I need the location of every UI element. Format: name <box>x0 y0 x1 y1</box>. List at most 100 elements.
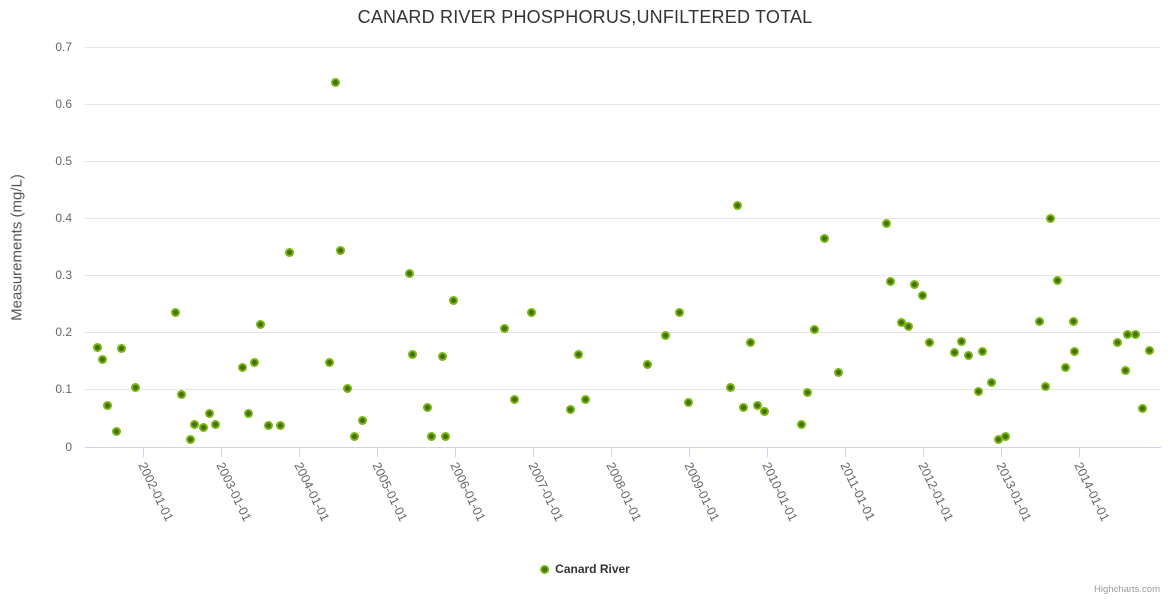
data-point[interactable] <box>580 394 590 404</box>
data-point[interactable] <box>674 307 684 317</box>
data-point[interactable] <box>809 325 819 334</box>
data-point[interactable] <box>986 378 996 388</box>
data-point[interactable] <box>500 324 510 334</box>
data-point[interactable] <box>752 400 762 410</box>
data-point[interactable] <box>973 386 983 396</box>
data-point[interactable] <box>994 434 1004 444</box>
x-tick-label: 2002-01-01 <box>134 459 176 524</box>
data-point[interactable] <box>909 280 919 290</box>
data-point[interactable] <box>1137 404 1147 414</box>
data-point[interactable] <box>1045 214 1055 224</box>
data-point[interactable] <box>964 351 974 361</box>
data-point[interactable] <box>92 343 102 353</box>
data-point[interactable] <box>1061 363 1071 373</box>
x-axis-tick <box>767 446 769 457</box>
data-point[interactable] <box>325 357 335 367</box>
data-point[interactable] <box>1130 330 1140 340</box>
data-point[interactable] <box>565 404 575 414</box>
legend-marker-icon <box>540 564 550 574</box>
data-point[interactable] <box>336 246 346 256</box>
data-point[interactable] <box>249 357 259 367</box>
data-point[interactable] <box>917 291 927 301</box>
data-point[interactable] <box>97 354 107 364</box>
data-point[interactable] <box>284 247 294 257</box>
data-point[interactable] <box>170 307 180 317</box>
data-point[interactable] <box>256 319 266 329</box>
data-point[interactable] <box>131 383 141 393</box>
x-tick-label: 2009-01-01 <box>680 459 722 524</box>
data-point[interactable] <box>660 330 670 340</box>
data-point[interactable] <box>509 394 519 404</box>
credits-link[interactable]: Highcharts.com <box>1094 584 1160 595</box>
data-point[interactable] <box>738 402 748 412</box>
y-tick-label: 0.7 <box>55 40 72 54</box>
data-point[interactable] <box>349 431 359 441</box>
data-point[interactable] <box>796 420 806 430</box>
legend-item-canard-river[interactable]: Canard River <box>540 562 630 576</box>
data-point[interactable] <box>726 383 736 393</box>
data-point[interactable] <box>834 367 844 377</box>
data-point[interactable] <box>732 201 742 211</box>
data-point[interactable] <box>177 390 187 400</box>
data-point[interactable] <box>573 350 583 360</box>
data-point[interactable] <box>422 403 432 413</box>
x-axis-line <box>85 446 1161 448</box>
data-point[interactable] <box>343 384 353 394</box>
data-point[interactable] <box>199 423 209 433</box>
data-point[interactable] <box>978 346 988 356</box>
data-point[interactable] <box>1034 317 1044 326</box>
data-point[interactable] <box>244 408 254 418</box>
data-point[interactable] <box>904 321 914 331</box>
y-axis-title: Measurements (mg/L) <box>8 174 26 321</box>
data-point[interactable] <box>117 344 127 354</box>
data-point[interactable] <box>449 296 459 306</box>
data-point[interactable] <box>924 338 934 348</box>
data-point[interactable] <box>1052 276 1062 286</box>
data-point[interactable] <box>238 362 248 372</box>
data-point[interactable] <box>1112 338 1122 348</box>
data-point[interactable] <box>185 434 195 444</box>
data-point[interactable] <box>112 426 122 436</box>
data-point[interactable] <box>1144 346 1154 356</box>
data-point[interactable] <box>1070 347 1080 357</box>
x-axis-tick <box>377 446 379 457</box>
data-point[interactable] <box>330 78 340 88</box>
data-point[interactable] <box>210 419 220 429</box>
x-axis-tick <box>221 446 223 457</box>
data-point[interactable] <box>437 351 447 361</box>
data-point[interactable] <box>683 398 693 408</box>
data-point[interactable] <box>1122 329 1132 339</box>
data-point[interactable] <box>1121 365 1131 375</box>
data-point[interactable] <box>802 387 812 397</box>
legend-label: Canard River <box>555 562 630 576</box>
data-point[interactable] <box>103 401 113 411</box>
data-point[interactable] <box>263 421 273 431</box>
data-point[interactable] <box>205 408 215 418</box>
data-point[interactable] <box>1001 431 1011 441</box>
y-tick-label: 0.5 <box>55 154 72 169</box>
data-point[interactable] <box>820 234 830 244</box>
data-point[interactable] <box>759 407 769 417</box>
data-point[interactable] <box>745 338 755 348</box>
data-point[interactable] <box>642 360 652 370</box>
data-point[interactable] <box>426 432 436 442</box>
data-point[interactable] <box>1040 382 1050 392</box>
data-point[interactable] <box>358 415 368 425</box>
data-point[interactable] <box>526 308 536 318</box>
data-point[interactable] <box>882 219 892 229</box>
x-axis-tick <box>845 446 847 457</box>
data-point[interactable] <box>886 277 896 287</box>
x-tick-label: 2004-01-01 <box>290 459 332 524</box>
data-point[interactable] <box>405 268 415 278</box>
data-point[interactable] <box>896 318 906 328</box>
data-point[interactable] <box>956 336 966 346</box>
data-point[interactable] <box>275 421 285 431</box>
data-point[interactable] <box>1068 317 1078 326</box>
y-tick-label: 0 <box>65 439 72 454</box>
y-gridline <box>85 46 1160 48</box>
data-point[interactable] <box>949 347 959 357</box>
y-gridline <box>85 103 1160 105</box>
data-point[interactable] <box>408 350 418 360</box>
data-point[interactable] <box>440 432 450 442</box>
data-point[interactable] <box>190 419 200 429</box>
